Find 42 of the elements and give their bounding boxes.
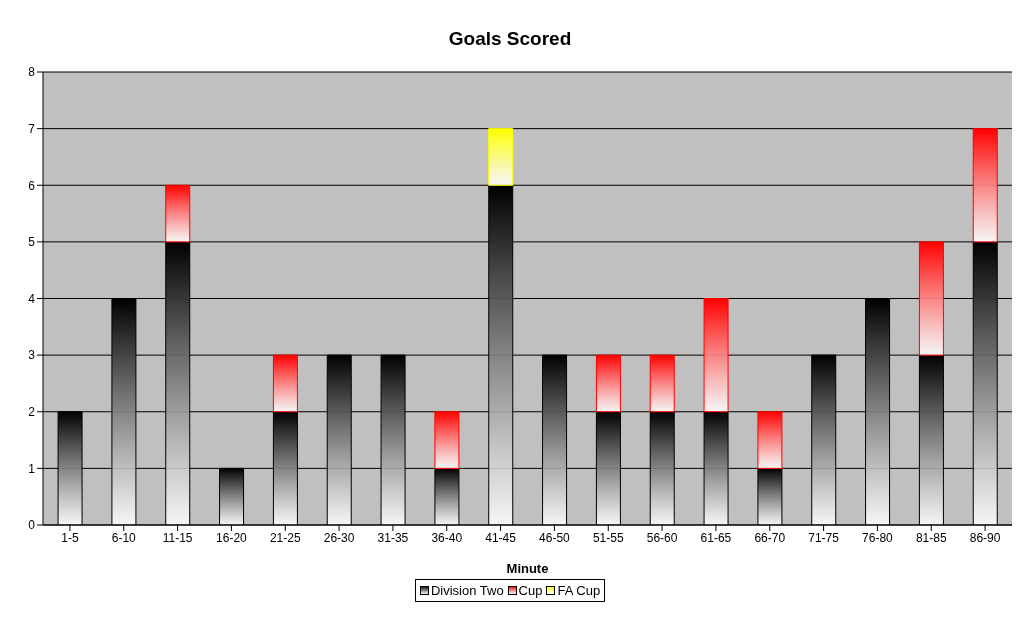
- legend-label: Cup: [517, 583, 543, 598]
- x-axis-title: Minute: [506, 561, 549, 576]
- y-tick-label: 4: [28, 291, 36, 306]
- y-tick-label: 1: [28, 461, 36, 476]
- x-tick-label: 86-90: [969, 530, 1001, 545]
- bar: [165, 184, 191, 243]
- x-tick-label: 66-70: [754, 530, 786, 545]
- y-tick-label: 7: [28, 121, 36, 136]
- bar: [434, 411, 460, 469]
- x-tick-label: 76-80: [862, 530, 894, 545]
- y-tick-label: 3: [28, 348, 36, 363]
- bar: [918, 241, 944, 356]
- x-tick-label: 41-45: [485, 530, 517, 545]
- bar: [272, 354, 298, 413]
- x-tick-label: 6-10: [111, 530, 137, 545]
- bar: [649, 354, 675, 413]
- legend-label: FA Cup: [556, 583, 601, 598]
- bar: [703, 298, 729, 413]
- x-tick-label: 26-30: [323, 530, 355, 545]
- bar: [972, 128, 998, 243]
- x-tick-label: 1-5: [61, 530, 79, 545]
- x-tick-label: 16-20: [216, 530, 248, 545]
- legend-label: Division Two: [429, 583, 504, 598]
- y-tick-label: 8: [28, 65, 36, 80]
- x-tick-label: 71-75: [808, 530, 840, 545]
- x-tick-label: 31-35: [377, 530, 409, 545]
- x-tick-label: 11-15: [162, 530, 193, 545]
- y-tick-label: 0: [28, 518, 36, 533]
- x-tick-label: 21-25: [269, 530, 301, 545]
- bar: [595, 354, 621, 413]
- x-tick-label: 56-60: [646, 530, 678, 545]
- y-tick-label: 5: [28, 235, 36, 250]
- x-tick-label: 46-50: [539, 530, 571, 545]
- y-tick-label: 6: [28, 178, 36, 193]
- y-tick-label: 2: [28, 405, 36, 420]
- x-tick-label: 36-40: [431, 530, 463, 545]
- x-tick-label: 81-85: [915, 530, 947, 545]
- chart-title: Goals Scored: [447, 27, 573, 51]
- x-tick-label: 61-65: [700, 530, 732, 545]
- x-tick-label: 51-55: [592, 530, 624, 545]
- bar: [488, 128, 514, 186]
- bar: [757, 411, 783, 469]
